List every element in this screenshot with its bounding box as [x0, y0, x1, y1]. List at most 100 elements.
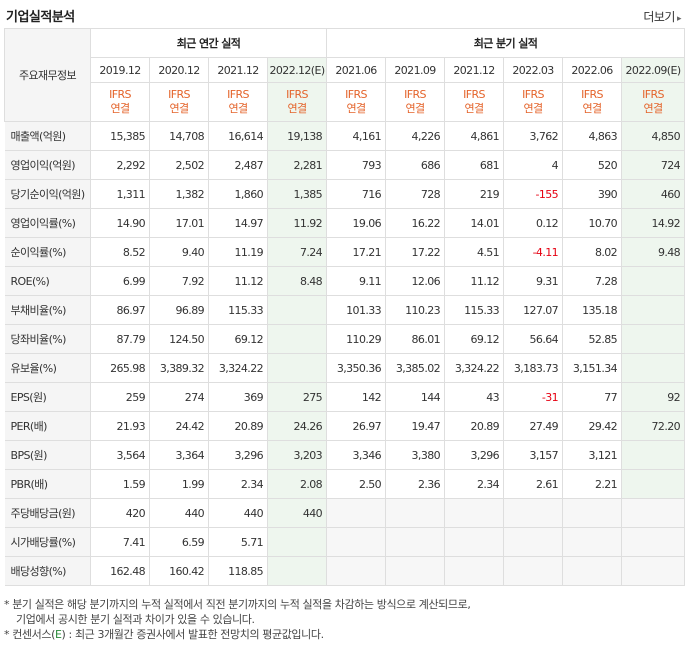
ifrs-label: IFRS: [581, 88, 603, 101]
value-cell: 144: [385, 382, 446, 412]
value-cell: 5.71: [208, 527, 268, 557]
value-cell: 86.97: [90, 295, 150, 325]
row-label: PBR(배): [4, 469, 91, 499]
value-cell: 7.92: [149, 266, 209, 296]
value-cell: 6.59: [149, 527, 209, 557]
value-cell: 160.42: [149, 556, 209, 586]
ifrs-header: IFRS 연결: [385, 82, 446, 122]
table-row: 유보율(%) 265.98 3,389.32 3,324.22 3,350.36 3,38…: [4, 353, 686, 383]
value-cell: [326, 556, 387, 586]
value-cell: 72.20: [621, 411, 686, 441]
value-cell: 3,203: [266, 440, 328, 470]
table-row: 영업이익(억원) 2,292 2,502 2,487 2,281 793 686 681 4 52…: [4, 150, 686, 180]
footnote-line-1: 분기 실적은 해당 분기까지의 누적 실적에서 직전 분기까지의 누적 실적을 …: [12, 598, 471, 611]
value-cell: 2,281: [266, 150, 328, 180]
row-label: 배당성향(%): [4, 556, 91, 586]
corner-label: 주요재무정보: [4, 28, 91, 122]
value-cell: 3,346: [326, 440, 387, 470]
value-cell: [266, 527, 328, 557]
financial-table: 주요재무정보 최근 연간 실적 최근 분기 실적 2019.12 2020.12 2…: [4, 28, 686, 586]
table-row: 매출액(억원) 15,385 14,708 16,614 19,138 4,161 4,22…: [4, 121, 686, 151]
value-cell: [562, 556, 623, 586]
value-cell: 265.98: [90, 353, 150, 383]
value-cell: 2.34: [444, 469, 505, 499]
value-cell: [326, 527, 387, 557]
ifrs-label: IFRS: [345, 88, 367, 101]
period-header: 2021.09: [385, 57, 446, 83]
period-header: 2019.12: [90, 57, 150, 83]
value-cell: 9.31: [503, 266, 564, 296]
table-row: EPS(원) 259 274 369 275 142 144 43 -31 77 92: [4, 382, 686, 412]
value-cell: 11.12: [208, 266, 268, 296]
value-cell: 2,487: [208, 150, 268, 180]
period-header: 2022.12(E): [266, 57, 328, 83]
more-link[interactable]: 더보기 ▸: [643, 8, 681, 25]
value-cell: 1,311: [90, 179, 150, 209]
value-cell: 9.40: [149, 237, 209, 267]
value-cell: 20.89: [208, 411, 268, 441]
row-label: 시가배당률(%): [4, 527, 91, 557]
value-cell: 118.85: [208, 556, 268, 586]
value-cell: 520: [562, 150, 623, 180]
value-cell: 7.41: [90, 527, 150, 557]
value-cell: 8.48: [266, 266, 328, 296]
value-cell: 2.21: [562, 469, 623, 499]
footnote-consensus-e: E: [54, 628, 62, 641]
value-cell: 7.24: [266, 237, 328, 267]
value-cell: 2.36: [385, 469, 446, 499]
value-cell: 142: [326, 382, 387, 412]
value-cell: 3,296: [444, 440, 505, 470]
row-label: 유보율(%): [4, 353, 91, 383]
value-cell: 3,385.02: [385, 353, 446, 383]
table-row: 당기순이익(억원) 1,311 1,382 1,860 1,385 716 728 219 -1…: [4, 179, 686, 209]
consolidated-label: 연결: [523, 102, 544, 115]
value-cell: [385, 527, 446, 557]
value-cell: 56.64: [503, 324, 564, 354]
value-cell: 1,385: [266, 179, 328, 209]
value-cell: 115.33: [208, 295, 268, 325]
value-cell: 14.97: [208, 208, 268, 238]
value-cell: 3,121: [562, 440, 623, 470]
value-cell: 69.12: [208, 324, 268, 354]
row-label: 매출액(억원): [4, 121, 91, 151]
value-cell: [385, 498, 446, 528]
value-cell: 9.11: [326, 266, 387, 296]
value-cell: 716: [326, 179, 387, 209]
period-header: 2021.12: [208, 57, 268, 83]
value-cell: 3,324.22: [208, 353, 268, 383]
ifrs-label: IFRS: [227, 88, 249, 101]
more-label: 더보기: [643, 10, 675, 24]
value-cell: 4.51: [444, 237, 505, 267]
table-row: BPS(원) 3,564 3,364 3,296 3,203 3,346 3,380 3,29…: [4, 440, 686, 470]
ifrs-header: IFRS 연결: [503, 82, 564, 122]
table-row: 시가배당률(%) 7.41 6.59 5.71: [4, 527, 686, 557]
ifrs-header: IFRS 연결: [208, 82, 268, 122]
footnote-quarter: * 분기 실적은 해당 분기까지의 누적 실적에서 직전 분기까지의 누적 실적…: [4, 598, 471, 611]
value-cell: 681: [444, 150, 505, 180]
chevron-right-icon: ▸: [676, 14, 682, 24]
value-cell: 274: [149, 382, 209, 412]
value-cell: 3,389.32: [149, 353, 209, 383]
table-row: PER(배) 21.93 24.42 20.89 24.26 26.97 19.47 20.8…: [4, 411, 686, 441]
footnotes: * 분기 실적은 해당 분기까지의 누적 실적에서 직전 분기까지의 누적 실적…: [4, 597, 471, 642]
period-header: 2021.12: [444, 57, 505, 83]
value-cell: [621, 469, 686, 499]
value-cell: 20.89: [444, 411, 505, 441]
value-cell: [621, 556, 686, 586]
value-cell: [266, 324, 328, 354]
value-cell: [562, 498, 623, 528]
value-cell: 12.06: [385, 266, 446, 296]
value-cell: 0.12: [503, 208, 564, 238]
annual-group-header: 최근 연간 실적: [89, 28, 328, 58]
value-cell: 17.01: [149, 208, 209, 238]
value-cell: 3,350.36: [326, 353, 387, 383]
value-cell: -155: [503, 179, 564, 209]
value-cell: 440: [149, 498, 209, 528]
value-cell: 3,380: [385, 440, 446, 470]
ifrs-label: IFRS: [404, 88, 426, 101]
consolidated-label: 연결: [405, 102, 426, 115]
value-cell: 4,161: [326, 121, 387, 151]
value-cell: 3,564: [90, 440, 150, 470]
value-cell: 19.06: [326, 208, 387, 238]
